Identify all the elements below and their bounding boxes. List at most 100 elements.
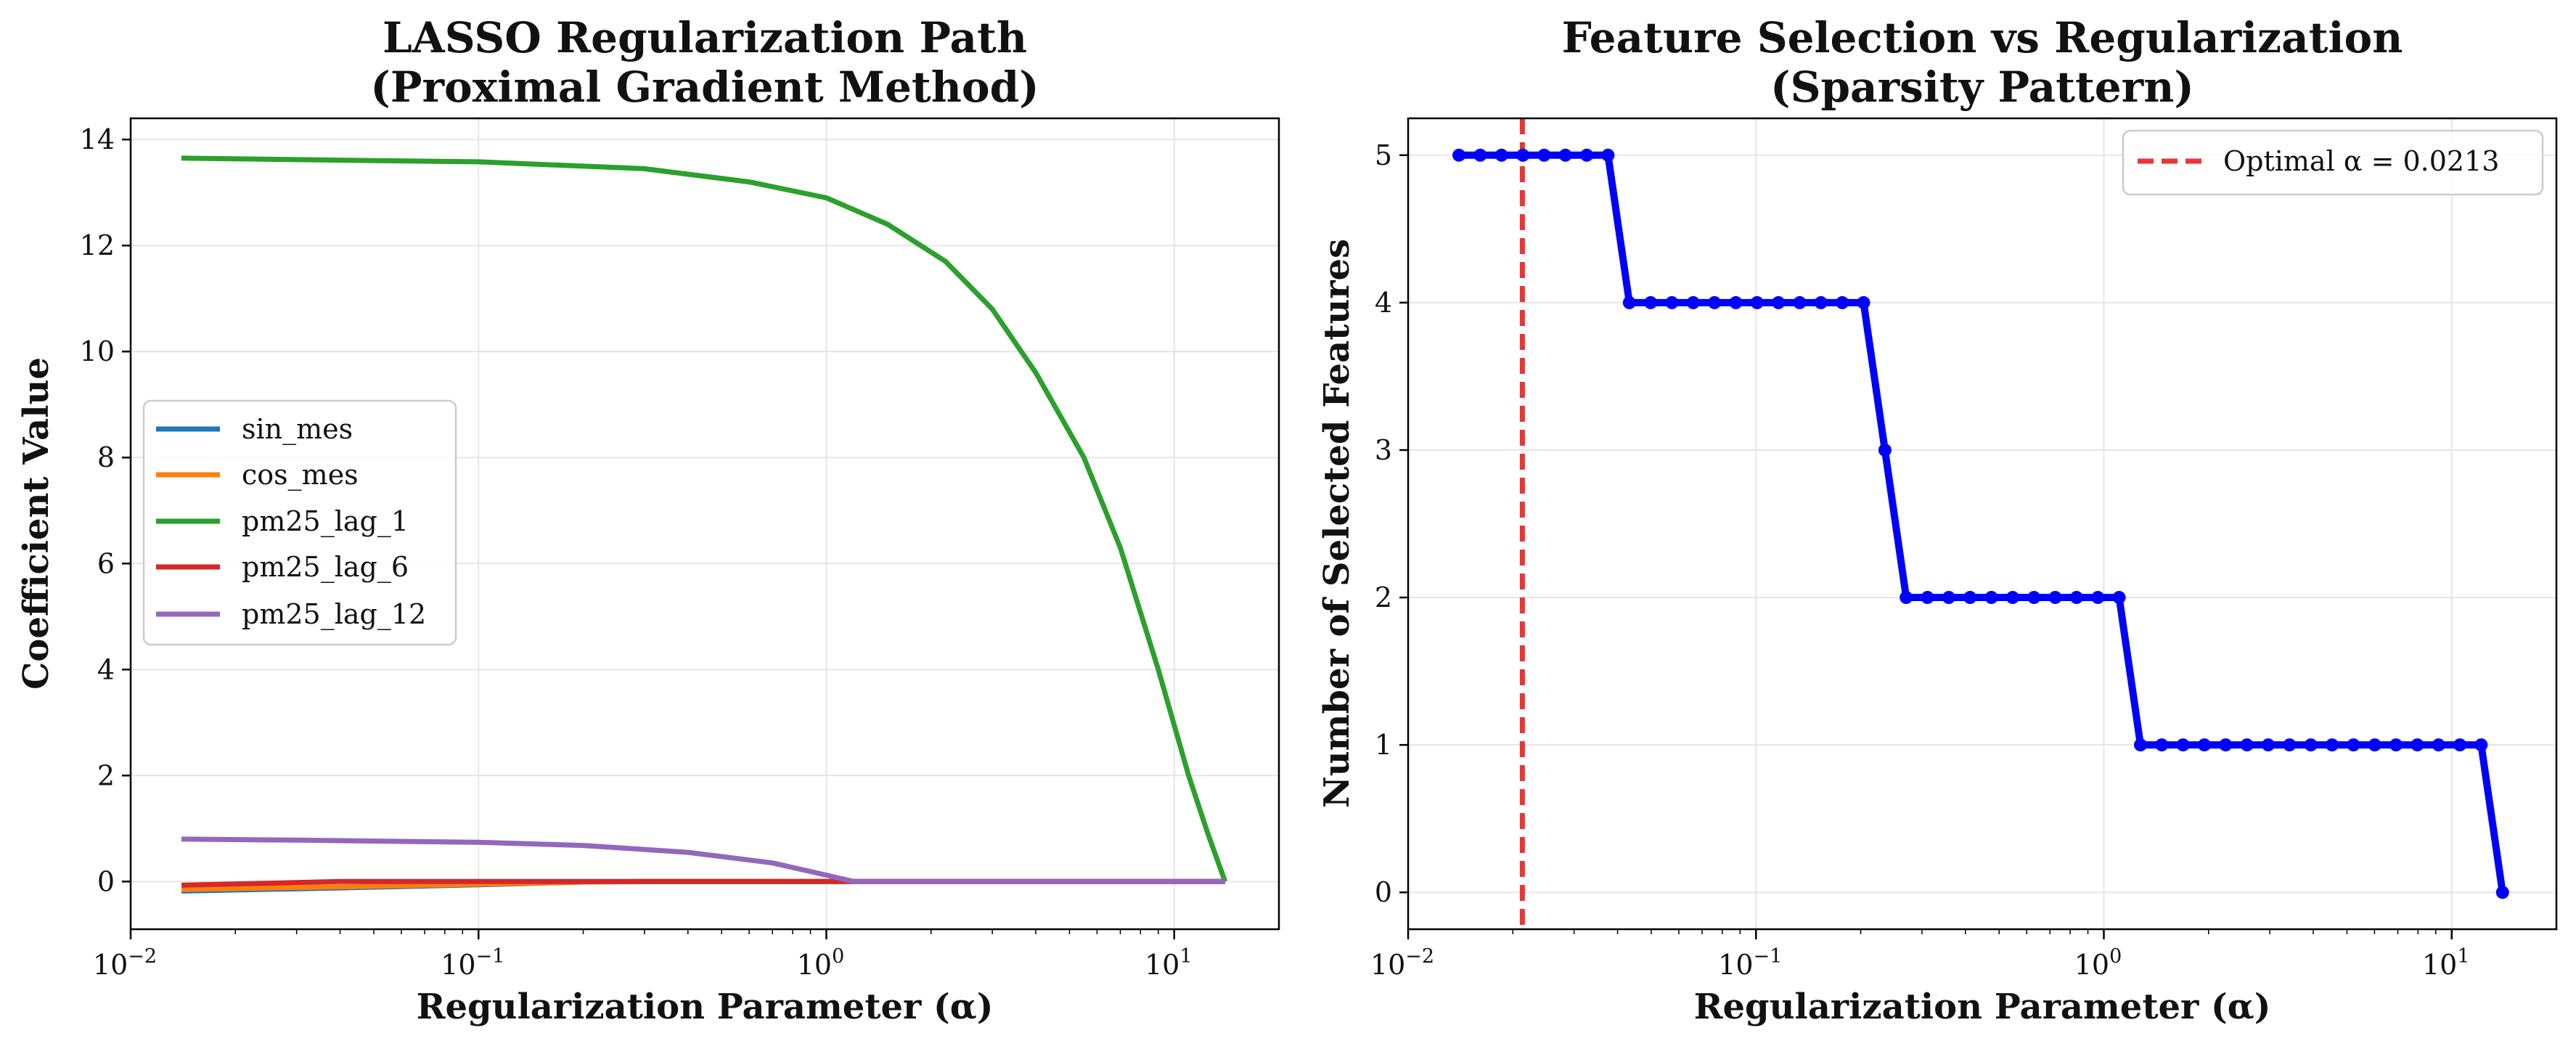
x-axis-label: Regularization Parameter (α) — [1694, 987, 2271, 1027]
plot-area-frame — [1407, 117, 2558, 931]
y-tick-label: 2 — [97, 759, 115, 791]
data-point — [2474, 738, 2488, 752]
data-point — [1921, 591, 1934, 604]
data-point — [2112, 591, 2126, 604]
y-tick-label: 0 — [97, 865, 115, 897]
x-tick-label: 101 — [2422, 945, 2470, 981]
x-tick-label: 100 — [797, 945, 845, 981]
chart-title-line1: Feature Selection vs Regularization — [1562, 13, 2403, 62]
data-point — [2368, 738, 2381, 752]
data-point — [1644, 295, 1658, 309]
data-point — [2495, 886, 2509, 899]
plot-area-frame — [129, 117, 1280, 931]
y-tick-label: 2 — [1375, 581, 1392, 613]
legend-label-optimal: Optimal α = 0.0213 — [2223, 145, 2499, 177]
series-lines — [181, 155, 1228, 894]
legend-frame — [2122, 129, 2544, 196]
y-tick-label: 4 — [97, 653, 115, 685]
data-point — [1963, 591, 1977, 604]
x-tick-label: 10−1 — [441, 945, 504, 981]
data-point — [2411, 738, 2424, 752]
data-point — [2432, 738, 2445, 752]
data-point — [2304, 738, 2318, 752]
y-tick-label: 12 — [80, 229, 115, 261]
grid — [1407, 118, 2556, 929]
y-tick-label: 14 — [80, 123, 115, 155]
x-tick-label: 100 — [2074, 945, 2122, 981]
data-point — [2283, 738, 2297, 752]
data-point — [1558, 148, 1572, 162]
chart-title-line2: (Proximal Gradient Method) — [370, 62, 1039, 112]
data-point — [2155, 738, 2169, 752]
data-point — [1686, 295, 1700, 309]
data-point — [2069, 591, 2083, 604]
y-tick-label: 4 — [1375, 287, 1392, 319]
data-point — [1580, 148, 1594, 162]
data-point — [1857, 295, 1870, 309]
y-tick-label: 5 — [1375, 139, 1392, 171]
data-point — [2005, 591, 2019, 604]
x-tick-label: 101 — [1145, 945, 1193, 981]
data-point — [1750, 295, 1764, 309]
data-point — [2048, 591, 2062, 604]
series-line-pm25-lag-12 — [181, 836, 1225, 884]
regularization-path-chart: LASSO Regularization Path (Proximal Grad… — [16, 13, 1280, 1027]
data-point — [2176, 738, 2190, 752]
data-point — [1708, 295, 1722, 309]
x-tick-label: 10−1 — [1718, 945, 1782, 981]
data-point — [2240, 738, 2254, 752]
legend: Optimal α = 0.0213 — [2122, 129, 2544, 196]
data-point — [2219, 738, 2233, 752]
legend-label-cos-mes: cos_mes — [242, 459, 359, 491]
data-point — [1793, 295, 1807, 309]
data-point — [1984, 591, 1998, 604]
data-point — [1772, 295, 1786, 309]
data-point — [1942, 591, 1955, 604]
y-tick-label: 3 — [1375, 434, 1392, 466]
y-tick-label: 6 — [97, 547, 115, 579]
chart-title-line1: LASSO Regularization Path — [383, 13, 1027, 62]
data-point — [2326, 738, 2339, 752]
y-tick-label: 1 — [1375, 729, 1392, 761]
y-tick-label: 8 — [97, 441, 115, 473]
data-point — [2134, 738, 2147, 752]
data-point — [1878, 444, 1892, 457]
series-lines — [1452, 118, 2509, 929]
data-point — [1622, 295, 1636, 309]
data-point — [2347, 738, 2360, 752]
legend-label-pm25-lag-12: pm25_lag_12 — [242, 598, 426, 631]
data-point — [1452, 148, 1465, 162]
x-tick-label: 10−2 — [93, 945, 157, 981]
selected-features-line — [1459, 151, 2506, 893]
data-point — [2453, 738, 2467, 752]
legend: sin_mes cos_mes pm25_lag_1 pm25_lag_6 pm… — [142, 399, 457, 646]
data-point — [1516, 148, 1530, 162]
legend-frame — [142, 399, 457, 646]
legend-label-sin-mes: sin_mes — [242, 413, 353, 446]
chart-title-line2: (Sparsity Pattern) — [1770, 62, 2194, 112]
series-line-pm25-lag-1 — [181, 155, 1228, 883]
data-point — [1537, 148, 1551, 162]
y-axis-label: Number of Selected Features — [1317, 239, 1357, 808]
feature-selection-chart: Feature Selection vs Regularization (Spa… — [1317, 13, 2558, 1027]
axis-ticks: 0 1 2 3 4 5 10−2 10−1 100 101 — [1370, 139, 2470, 981]
data-point — [1473, 148, 1487, 162]
data-point — [2389, 738, 2403, 752]
x-axis-label: Regularization Parameter (α) — [417, 987, 994, 1027]
data-point — [2198, 738, 2211, 752]
data-point — [1601, 148, 1615, 162]
legend-label-pm25-lag-6: pm25_lag_6 — [242, 551, 409, 584]
y-tick-label: 10 — [80, 335, 115, 367]
axis-ticks: 0 2 4 6 8 10 12 14 10−2 10−1 100 101 — [80, 123, 1193, 981]
x-tick-label: 10−2 — [1370, 945, 1434, 981]
data-point — [1900, 591, 1913, 604]
data-point — [1729, 295, 1743, 309]
data-point — [2091, 591, 2105, 604]
data-point — [1836, 295, 1849, 309]
grid — [130, 118, 1279, 929]
y-tick-label: 0 — [1375, 876, 1392, 908]
data-point — [1665, 295, 1679, 309]
legend-label-pm25-lag-1: pm25_lag_1 — [242, 505, 409, 538]
y-axis-label: Coefficient Value — [16, 357, 57, 690]
